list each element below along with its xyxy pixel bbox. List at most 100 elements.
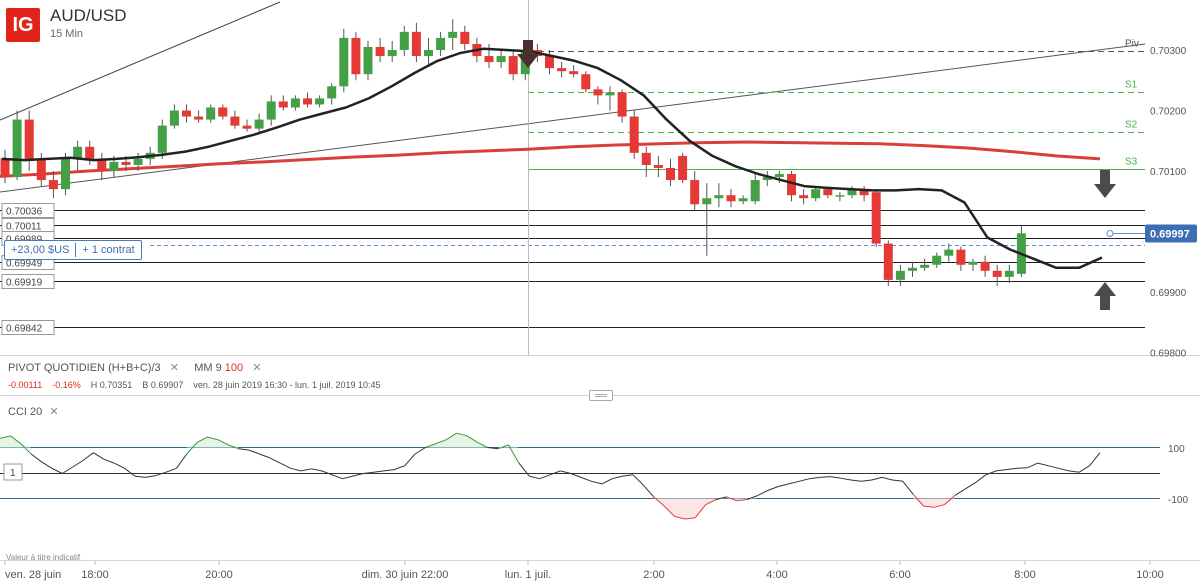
candle-body (859, 189, 869, 196)
cci-line-segment (694, 504, 707, 519)
candle-body (811, 189, 821, 199)
cci-line-segment (30, 453, 42, 463)
cci-line-segment (840, 477, 852, 481)
position-badge[interactable]: +23,00 $US + 1 contrat (4, 240, 142, 260)
cci-line-segment (207, 436, 219, 441)
cci-line-segment (1016, 467, 1028, 469)
cci-line-segment (300, 468, 312, 472)
cci-line-segment (912, 493, 924, 507)
candle-body (218, 107, 228, 117)
candle-body (169, 110, 179, 126)
last-price-badge (1145, 224, 1197, 243)
arrow-down-icon (517, 40, 539, 68)
cci-line-segment (487, 447, 499, 450)
cci-line-segment (103, 458, 115, 464)
candle-body (835, 195, 845, 197)
cci-line-segment (186, 441, 198, 455)
cci-line-segment (497, 444, 509, 450)
cci-line-segment (51, 467, 63, 474)
candle-body (883, 243, 893, 280)
candle-body (182, 110, 191, 117)
cci-line-segment (663, 505, 675, 517)
price-label: 0.69919 (6, 278, 43, 289)
position-separator (75, 243, 77, 257)
pivot-label: Piv (1125, 39, 1139, 50)
cci-line-segment (1027, 462, 1038, 469)
candle-body (436, 37, 446, 50)
candle-body (787, 174, 796, 196)
cci-line-segment (269, 457, 281, 464)
arrow-up-icon (1094, 282, 1116, 310)
cci-line-segment (259, 453, 270, 459)
cci-tick-label: 100 (1168, 444, 1185, 455)
cci-line-segment (352, 473, 364, 477)
cci-line-segment (881, 476, 893, 481)
cci-line-segment (508, 444, 520, 464)
ma-label[interactable]: MM (194, 362, 213, 374)
candle-body (157, 125, 167, 153)
candle-body (278, 101, 288, 108)
cci-line-segment (674, 515, 686, 520)
cci-line-segment (570, 473, 582, 478)
x-tick-label: 18:00 (81, 569, 109, 581)
trendline (0, 1, 281, 121)
cci-line-segment (10, 435, 22, 444)
cci-line-segment (643, 484, 655, 498)
cci-oversold-fill (0, 498, 1100, 519)
candle-body (641, 152, 651, 165)
candle-body (24, 119, 34, 159)
trendline (0, 43, 1146, 193)
pane-resize-handle[interactable] (589, 390, 613, 401)
candle-body (121, 161, 131, 165)
candle-body (666, 167, 675, 181)
cci-line-segment (715, 496, 727, 500)
cci-line-segment (996, 469, 1007, 472)
candle-body (726, 195, 736, 202)
cci-line-segment (518, 462, 530, 477)
candle-body (133, 158, 143, 165)
cci-line-segment (549, 470, 561, 476)
candle-body (206, 107, 216, 120)
symbol-title[interactable]: AUD/USD (50, 6, 127, 25)
cci-line-segment (456, 432, 468, 437)
candle-body (399, 31, 409, 50)
pivot-type[interactable]: QUOTIDIEN (43, 362, 105, 374)
last-price-label: 0.69997 (1150, 229, 1190, 241)
cci-line-segment (331, 474, 343, 480)
candle-body (895, 270, 905, 280)
candle-body (980, 261, 990, 271)
cci-line-segment (944, 495, 956, 506)
pivot-label: S1 (1125, 80, 1138, 91)
candle-body (242, 125, 252, 129)
cci-label[interactable]: CCI (8, 406, 27, 418)
cci-line-segment (746, 495, 758, 500)
close-icon[interactable]: ✕ (169, 362, 179, 374)
candle-body (581, 74, 591, 90)
price-label-box (1, 203, 55, 218)
candle-body (956, 249, 966, 265)
candle-body (605, 92, 615, 96)
cci-line-segment (155, 471, 167, 477)
cci-line-segment (809, 476, 820, 480)
candle-body (254, 119, 264, 129)
cci-line-segment (311, 468, 322, 472)
cci-line-segment (580, 476, 592, 482)
candle-body (738, 198, 748, 202)
cci-line-segment (902, 480, 914, 495)
date-range: ven. 28 juin 2019 16:30 - lun. 1 juil. 2… (193, 380, 381, 390)
footer-note: Valeur à titre indicatif (6, 553, 81, 562)
close-icon[interactable]: ✕ (49, 406, 59, 418)
cci-line-segment (217, 439, 229, 446)
x-tick-label: dim. 30 juin 22:00 (362, 569, 449, 581)
pivot-label[interactable]: PIVOT (8, 362, 41, 374)
cci-line-segment (1047, 465, 1059, 469)
timeframe-label[interactable]: 15 Min (50, 28, 84, 40)
close-icon[interactable]: ✕ (252, 362, 262, 374)
candle-body (920, 264, 930, 268)
last-price-dot (1106, 230, 1114, 237)
x-tick-label: 10:00 (1136, 569, 1164, 581)
ma-slow: 100 (224, 362, 244, 374)
cci-line-segment (871, 476, 883, 481)
price-label: 0.70011 (6, 222, 42, 233)
candle-body (774, 174, 784, 178)
